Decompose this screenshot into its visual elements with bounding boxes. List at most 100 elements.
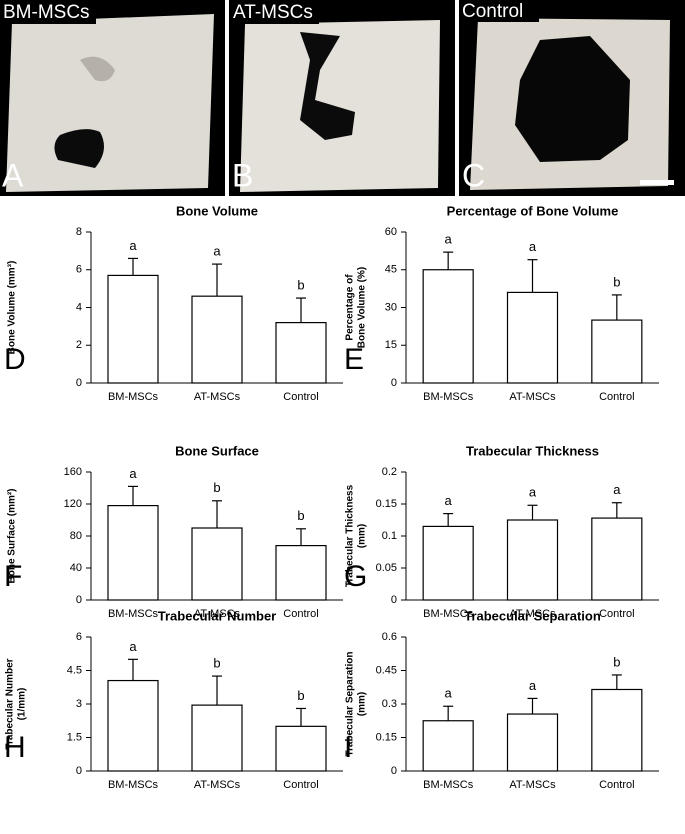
y-tick-label: 6 bbox=[76, 264, 82, 276]
panel-letter: E bbox=[344, 343, 364, 376]
significance-label: b bbox=[613, 274, 620, 289]
x-tick-label: AT-MSCs bbox=[509, 391, 556, 403]
x-tick-label: Control bbox=[599, 779, 634, 791]
panel-letter: I bbox=[344, 731, 352, 764]
image-label: Control bbox=[462, 1, 523, 22]
bar bbox=[191, 295, 243, 384]
y-axis-label: Bone Volume (mm³) bbox=[7, 261, 18, 355]
significance-label: a bbox=[213, 244, 221, 259]
y-tick-label: 0.05 bbox=[376, 562, 397, 574]
chart-title: Percentage of Bone Volume bbox=[447, 203, 619, 218]
bar bbox=[107, 505, 159, 601]
bar bbox=[591, 517, 643, 601]
image-panel: AT-MSCs B bbox=[229, 0, 455, 196]
y-axis-label: (1/mm) bbox=[17, 688, 28, 721]
y-tick-label: 80 bbox=[70, 530, 82, 542]
y-tick-label: 40 bbox=[70, 562, 82, 574]
significance-label: a bbox=[445, 493, 453, 508]
x-tick-label: AT-MSCs bbox=[509, 779, 556, 791]
y-tick-label: 0.6 bbox=[382, 631, 397, 643]
bar bbox=[191, 704, 243, 772]
x-tick-label: BM-MSCs bbox=[108, 391, 159, 403]
y-tick-label: 0.1 bbox=[382, 530, 397, 542]
bar bbox=[506, 713, 559, 772]
significance-label: a bbox=[445, 232, 453, 247]
bar bbox=[275, 725, 327, 772]
y-tick-label: 0 bbox=[391, 765, 397, 777]
bar bbox=[422, 269, 474, 384]
y-tick-label: 0.2 bbox=[382, 466, 397, 478]
y-tick-label: 120 bbox=[64, 498, 82, 510]
panel-letter: G bbox=[344, 560, 367, 593]
y-tick-label: 1.5 bbox=[67, 731, 82, 743]
panel-letter: B bbox=[232, 157, 253, 193]
image-label: BM-MSCs bbox=[3, 2, 90, 23]
y-tick-label: 3 bbox=[76, 698, 82, 710]
x-tick-label: BM-MSCs bbox=[423, 779, 474, 791]
x-tick-label: Control bbox=[283, 608, 318, 620]
y-tick-label: 0.3 bbox=[382, 698, 397, 710]
significance-label: b bbox=[613, 654, 620, 669]
chart: Trabecular Thickness Trabecular Thickness… bbox=[344, 443, 659, 620]
bar bbox=[107, 679, 159, 772]
y-tick-label: 60 bbox=[385, 226, 397, 238]
significance-label: a bbox=[613, 482, 621, 497]
x-tick-label: BM-MSCs bbox=[423, 391, 474, 403]
chart: Bone Volume Bone Volume (mm³)D 0 2 4 6 8 BM-MSC… bbox=[4, 203, 343, 403]
bar bbox=[422, 720, 474, 772]
y-axis-label: Trabecular Thickness bbox=[345, 484, 356, 587]
y-tick-label: 4 bbox=[76, 301, 82, 313]
bar bbox=[275, 322, 327, 384]
scale-bar bbox=[640, 180, 674, 185]
y-axis-label: Bone Volume (%) bbox=[357, 267, 368, 348]
image-label: AT-MSCs bbox=[233, 2, 313, 23]
y-tick-label: 6 bbox=[76, 631, 82, 643]
y-axis-label: (mm) bbox=[357, 692, 368, 716]
y-axis-label: Bone Surface (mm²) bbox=[7, 488, 18, 583]
y-tick-label: 2 bbox=[76, 339, 82, 351]
y-tick-label: 0 bbox=[391, 377, 397, 389]
significance-label: a bbox=[129, 639, 137, 654]
bar bbox=[591, 688, 643, 772]
y-tick-label: 45 bbox=[385, 264, 397, 276]
bar bbox=[506, 519, 559, 601]
y-tick-label: 0 bbox=[76, 594, 82, 606]
x-tick-label: AT-MSCs bbox=[194, 779, 241, 791]
image-panel: Control C bbox=[459, 0, 685, 196]
x-tick-label: Control bbox=[599, 391, 634, 403]
y-tick-label: 30 bbox=[385, 301, 397, 313]
chart-title: Bone Surface bbox=[175, 443, 259, 458]
y-tick-label: 0.15 bbox=[376, 731, 397, 743]
significance-label: a bbox=[529, 239, 537, 254]
y-axis-label: Trabecular Number bbox=[5, 658, 16, 749]
chart: Trabecular Separation Trabecular Separati… bbox=[344, 608, 659, 791]
bar bbox=[506, 291, 559, 384]
chart-title: Trabecular Number bbox=[158, 608, 277, 623]
significance-label: b bbox=[213, 656, 220, 671]
panel-letter: C bbox=[462, 157, 485, 193]
chart: Bone Surface Bone Surface (mm²)F 0 40 80 120 1… bbox=[4, 443, 343, 620]
x-tick-label: BM-MSCs bbox=[423, 608, 474, 620]
y-tick-label: 0.15 bbox=[376, 498, 397, 510]
significance-label: a bbox=[129, 466, 137, 481]
significance-label: b bbox=[213, 480, 220, 495]
x-tick-label: BM-MSCs bbox=[108, 608, 159, 620]
significance-label: b bbox=[297, 278, 304, 293]
bar bbox=[191, 527, 243, 601]
significance-label: a bbox=[529, 485, 537, 500]
significance-label: b bbox=[297, 688, 304, 703]
significance-label: a bbox=[529, 678, 537, 693]
panel-letter: D bbox=[4, 343, 26, 376]
y-axis-label: Percentage of bbox=[345, 274, 356, 341]
y-tick-label: 15 bbox=[385, 339, 397, 351]
panel-letter: F bbox=[4, 560, 22, 593]
y-axis-label: (mm) bbox=[357, 524, 368, 548]
bar bbox=[107, 274, 159, 384]
y-tick-label: 160 bbox=[64, 466, 82, 478]
bar bbox=[275, 544, 327, 601]
y-tick-label: 0.45 bbox=[376, 664, 397, 676]
y-tick-label: 8 bbox=[76, 226, 82, 238]
chart-title: Trabecular Separation bbox=[464, 608, 601, 623]
